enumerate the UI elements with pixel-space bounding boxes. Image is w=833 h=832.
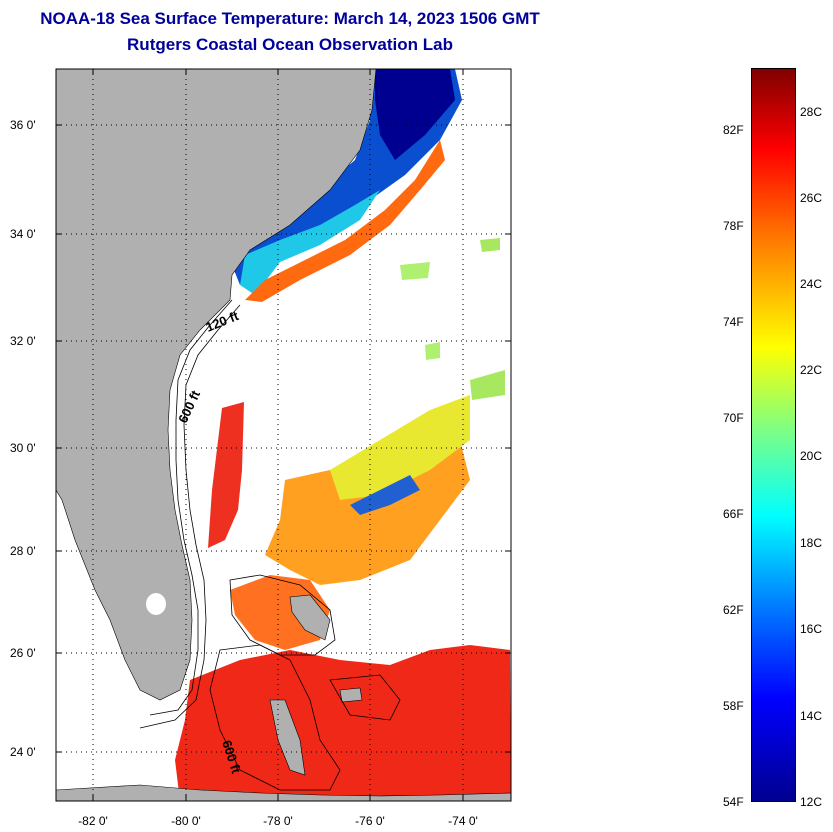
axis-ticks [56, 69, 511, 801]
lake-okeechobee [146, 593, 166, 615]
colorbar-c-label: 24C [800, 277, 823, 291]
light-green-patch [470, 370, 505, 400]
map-frame [55, 68, 512, 802]
gridlines [56, 69, 511, 801]
light-green-patch [425, 342, 440, 360]
lat-tick-label: 26 0' [10, 646, 36, 660]
contour-line [139, 304, 241, 729]
lon-tick-label: -78 0' [263, 814, 293, 828]
gulf-stream-band [245, 140, 445, 302]
yellow-patch [330, 395, 470, 500]
land-southeast-us [56, 69, 377, 701]
lon-tick-label: -76 0' [355, 814, 385, 828]
lon-tick-label: -80 0' [171, 814, 201, 828]
contour-line [229, 574, 336, 656]
contour-line [329, 674, 401, 721]
bahamas-island [289, 594, 331, 641]
cool-eddy [350, 475, 420, 515]
colorbar-c-label: 12C [800, 795, 823, 809]
lat-tick-label: 28 0' [10, 544, 36, 558]
colorbar-f-label: 58F [723, 699, 744, 713]
colorbar-f-label: 62F [723, 603, 744, 617]
colorbar-c-label: 20C [800, 449, 823, 463]
colorbar-c-label: 14C [800, 709, 823, 723]
colorbar-c-label: 18C [800, 536, 823, 550]
land-cuba [56, 784, 511, 801]
colorbar-c-label: 28C [800, 105, 823, 119]
lon-tick-label: -82 0' [78, 814, 108, 828]
cyan-shelf-water [240, 190, 380, 295]
lat-tick-label: 30 0' [10, 441, 36, 455]
colorbar-f-label: 54F [723, 795, 744, 809]
lat-tick-label: 34 0' [10, 227, 36, 241]
bahamas-island [339, 687, 363, 703]
contour-line [209, 644, 341, 791]
colorbar-f-label: 70F [723, 411, 744, 425]
lon-tick-label: -74 0' [448, 814, 478, 828]
bahamas-orange-patch [230, 575, 330, 650]
lat-tick-label: 32 0' [10, 334, 36, 348]
temperature-colorbar [751, 68, 796, 802]
nearshore-cold-water [375, 69, 455, 160]
colorbar-f-label: 82F [723, 123, 744, 137]
florida-warm-strip [208, 402, 244, 548]
colorbar-f-label: 74F [723, 315, 744, 329]
southern-warm-water [175, 645, 511, 801]
light-green-patch [480, 238, 500, 252]
colorbar-c-label: 16C [800, 622, 823, 636]
colorbar-c-label: 22C [800, 363, 823, 377]
map-subtitle: Rutgers Coastal Ocean Observation Lab [127, 35, 453, 54]
lat-tick-label: 36 0' [10, 118, 36, 132]
map-title: NOAA-18 Sea Surface Temperature: March 1… [40, 9, 540, 28]
colorbar-c-label: 26C [800, 191, 823, 205]
contour-line [149, 299, 233, 716]
light-green-patch [400, 262, 430, 280]
colorbar-f-label: 66F [723, 507, 744, 521]
lat-tick-label: 24 0' [10, 745, 36, 759]
colorbar-f-label: 78F [723, 219, 744, 233]
